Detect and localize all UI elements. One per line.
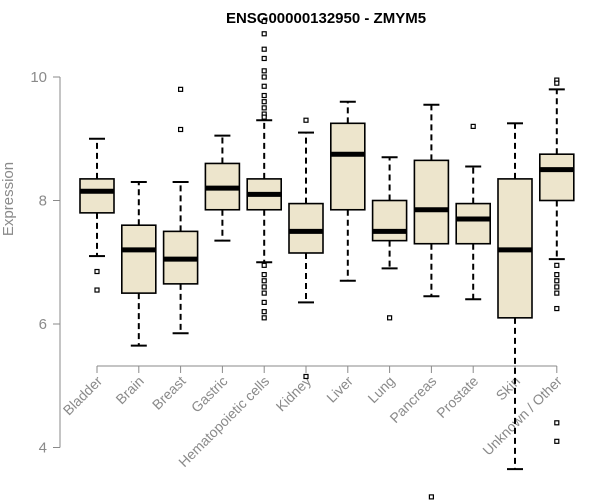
outlier-point: [261, 284, 267, 290]
x-tick-label: Breast: [149, 373, 189, 413]
outlier-point: [261, 290, 267, 296]
y-tick-label: 4: [39, 440, 47, 457]
box-unknown-other: [538, 77, 575, 444]
outlier-point: [554, 262, 560, 268]
outlier-point: [554, 438, 560, 444]
outlier-point: [261, 92, 267, 99]
outlier-point: [261, 114, 267, 120]
x-tick-label: Unknown / Other: [479, 373, 565, 459]
y-axis: 4 6 8 10: [30, 69, 61, 457]
outlier-point: [261, 99, 267, 105]
x-tick-label: Skin: [493, 373, 524, 404]
outlier-point: [94, 287, 100, 293]
iqr-box: [413, 159, 450, 245]
outlier-point: [428, 494, 434, 500]
outlier-point: [387, 315, 393, 321]
outlier-point: [303, 117, 309, 123]
outlier-point: [261, 272, 267, 278]
x-tick-label: Lung: [364, 373, 397, 406]
box-liver: [329, 100, 366, 282]
box-breast: [162, 86, 199, 335]
box-pancreas: [413, 103, 450, 500]
outlier-point: [261, 105, 267, 111]
iqr-box: [538, 153, 575, 202]
outlier-point: [178, 86, 184, 92]
box-kidney: [288, 117, 324, 380]
y-tick-label: 8: [39, 193, 47, 210]
outlier-point: [261, 299, 267, 305]
outlier-point: [261, 278, 267, 284]
outlier-point: [261, 309, 267, 315]
box-skin: [497, 122, 533, 471]
outlier-point: [261, 46, 267, 52]
outlier-point: [554, 80, 560, 86]
outlier-point: [303, 373, 309, 380]
box-lung: [371, 156, 408, 321]
y-tick-label: 6: [39, 316, 47, 333]
outlier-point: [178, 126, 184, 133]
outlier-point: [261, 18, 267, 25]
y-tick-label: 10: [30, 69, 47, 86]
iqr-box: [288, 202, 324, 254]
outlier-point: [554, 278, 560, 284]
outlier-point: [554, 305, 560, 312]
outlier-point: [261, 68, 267, 74]
x-tick-label: Bladder: [60, 373, 106, 419]
x-tick-label: Liver: [323, 373, 356, 406]
outlier-point: [261, 315, 267, 321]
outlier-point: [554, 420, 560, 426]
iqr-box: [371, 199, 408, 242]
outlier-point: [261, 74, 267, 80]
outlier-point: [554, 272, 560, 278]
iqr-box: [329, 122, 366, 211]
box-bladder: [79, 137, 115, 293]
box-group: [79, 18, 575, 500]
outlier-point: [554, 290, 560, 296]
outlier-point: [261, 31, 267, 37]
x-tick-label: Brain: [112, 373, 146, 407]
y-axis-label: Expression: [0, 162, 17, 236]
chart-title: ENSG00000132950 - ZMYM5: [226, 10, 426, 27]
iqr-box: [455, 202, 492, 245]
iqr-box: [121, 224, 157, 294]
outlier-point: [261, 83, 267, 89]
outlier-point: [94, 268, 100, 275]
box-brain: [121, 180, 157, 347]
outlier-point: [470, 123, 476, 130]
x-tick-label: Prostate: [433, 373, 481, 421]
iqr-box: [79, 178, 115, 214]
box-hematopoietic-cells: [246, 18, 282, 321]
outlier-point: [554, 284, 560, 290]
box-gastric: [204, 134, 241, 242]
outlier-point: [261, 55, 267, 62]
outlier-point: [261, 262, 267, 268]
box-prostate: [455, 123, 492, 301]
